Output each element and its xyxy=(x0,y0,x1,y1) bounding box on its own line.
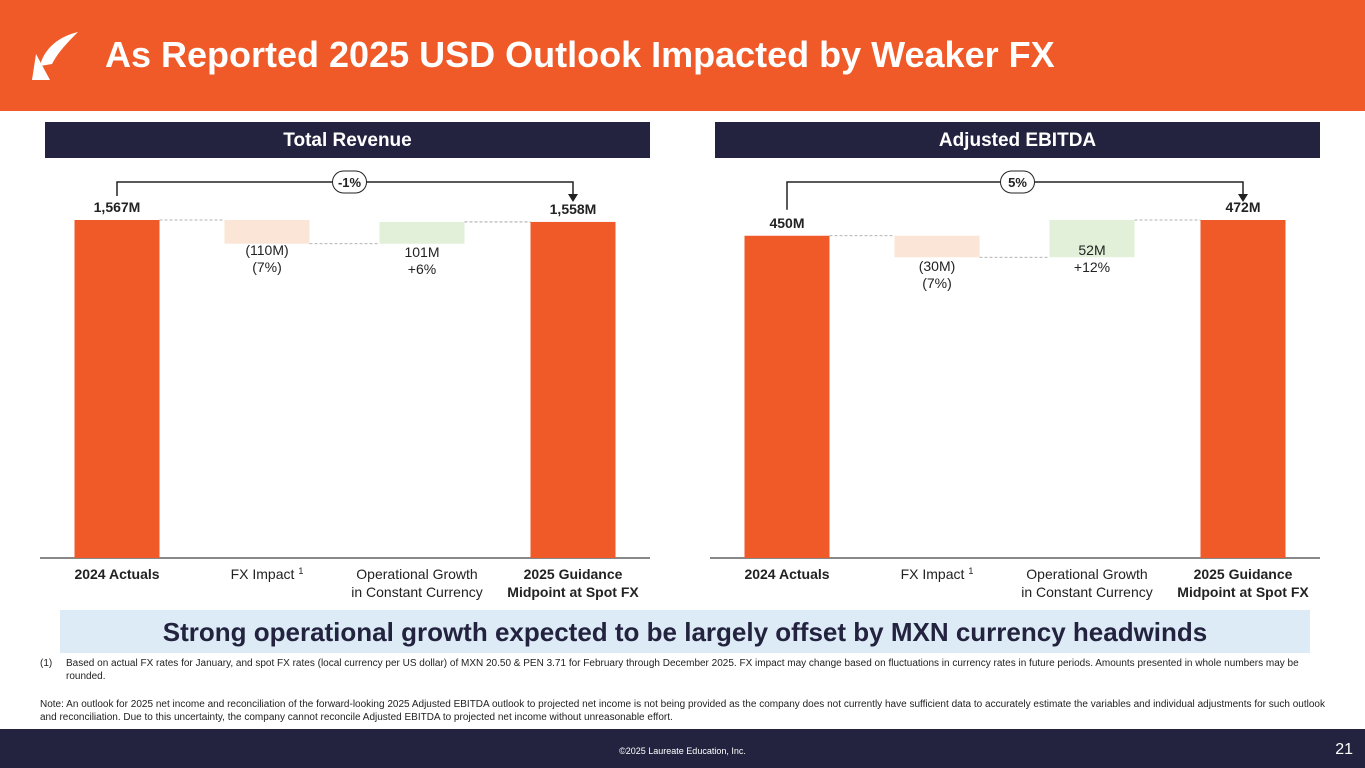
bar-fx-impact xyxy=(224,220,310,244)
revenue-panel-header: Total Revenue xyxy=(45,122,650,158)
bracket-arrow-icon xyxy=(568,194,578,202)
data-label-2024-actuals: 1,567M xyxy=(94,199,141,215)
ebitda-panel-header: Adjusted EBITDA xyxy=(715,122,1320,158)
page-number: 21 xyxy=(1335,741,1353,758)
footnote-superscript: 1 xyxy=(298,566,303,576)
x-tick-label: FX Impact 1 xyxy=(231,566,304,582)
data-label-fx-impact: (110M) xyxy=(245,242,288,258)
data-label-operational-growth: 101M xyxy=(404,244,439,260)
x-tick-label: 2025 Guidance xyxy=(1194,566,1293,582)
footnote: (1) Based on actual FX rates for January… xyxy=(40,657,1325,683)
data-label-fx-impact: (7%) xyxy=(252,259,282,275)
x-tick-label: Midpoint at Spot FX xyxy=(507,584,639,600)
bar-operational-growth xyxy=(1049,220,1135,258)
x-tick-label: in Constant Currency xyxy=(351,584,483,600)
bar-operational-growth xyxy=(379,221,465,244)
data-label-operational-growth: +6% xyxy=(408,261,436,277)
bracket-label: -1% xyxy=(338,175,362,190)
bracket-arrow-icon xyxy=(1238,194,1248,202)
revenue-waterfall-chart: 1,567M 1,558M (110M)(7%) 101M+6% -1% 2024 Act… xyxy=(40,170,650,600)
copyright: ©2025 Laureate Education, Inc. xyxy=(619,746,746,756)
data-label-operational-growth: 52M xyxy=(1078,242,1105,258)
x-tick-label: FX Impact 1 xyxy=(901,566,974,582)
footnote-number: (1) xyxy=(40,658,53,669)
takeaway-banner: Strong operational growth expected to be… xyxy=(60,610,1310,653)
page-title: As Reported 2025 USD Outlook Impacted by… xyxy=(105,34,1055,75)
bar-fx-impact xyxy=(894,235,980,258)
header-bar: As Reported 2025 USD Outlook Impacted by… xyxy=(0,0,1365,111)
data-label-operational-growth: +12% xyxy=(1074,259,1110,275)
data-label-2025-guidance: 472M xyxy=(1225,199,1260,215)
ebitda-waterfall-chart: 450M 472M (30M)(7%) 52M+12% 5% 2024 Actuals FX… xyxy=(710,170,1320,600)
footnote-superscript: 1 xyxy=(968,566,973,576)
data-label-2024-actuals: 450M xyxy=(769,215,804,231)
x-tick-label: 2025 Guidance xyxy=(524,566,623,582)
leaf-logo-icon xyxy=(32,32,78,80)
data-label-fx-impact: (30M) xyxy=(919,258,956,274)
x-tick-label: 2024 Actuals xyxy=(74,566,159,582)
data-label-2025-guidance: 1,558M xyxy=(550,201,597,217)
footer-bar: ©2025 Laureate Education, Inc. 21 xyxy=(0,729,1365,768)
bracket-pill xyxy=(1000,170,1035,194)
x-tick-label: in Constant Currency xyxy=(1021,584,1153,600)
bracket-pill xyxy=(332,170,367,194)
bracket-label: 5% xyxy=(1008,175,1027,190)
note-text: Note: An outlook for 2025 net income and… xyxy=(40,699,1325,723)
bar-2024-actuals xyxy=(74,220,160,558)
footnote-text: Based on actual FX rates for January, an… xyxy=(66,658,1299,682)
bar-2025-guidance xyxy=(530,221,616,558)
x-tick-label: 2024 Actuals xyxy=(744,566,829,582)
x-tick-label: Midpoint at Spot FX xyxy=(1177,584,1309,600)
data-label-fx-impact: (7%) xyxy=(922,275,952,291)
bar-2025-guidance xyxy=(1200,220,1286,558)
x-tick-label: Operational Growth xyxy=(1026,566,1147,582)
bar-2024-actuals xyxy=(744,235,830,558)
x-tick-label: Operational Growth xyxy=(356,566,477,582)
